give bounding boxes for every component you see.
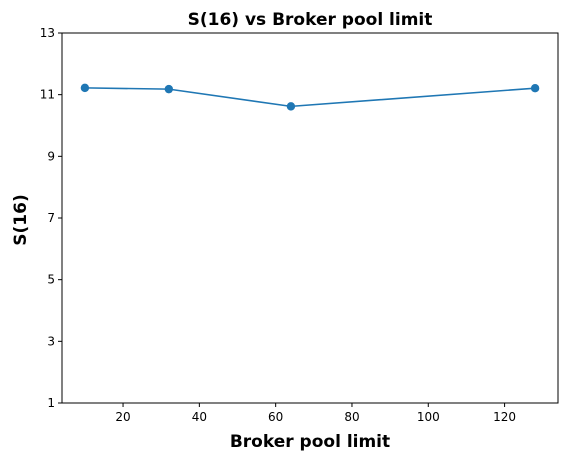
y-tick-label: 7: [47, 211, 55, 225]
x-tick-label: 80: [344, 410, 359, 424]
y-tick-label: 13: [40, 26, 55, 40]
data-point: [164, 84, 174, 94]
x-tick-label: 20: [115, 410, 130, 424]
y-tick-label: 9: [47, 149, 55, 163]
x-tick-label: 60: [268, 410, 283, 424]
y-tick-label: 3: [47, 334, 55, 348]
series-line: [84, 87, 536, 108]
y-tick-label: 1: [47, 396, 55, 410]
y-axis-label: S(16): [11, 194, 31, 245]
x-axis-ticks: 20 40 60 80 100 120: [115, 403, 516, 424]
x-tick-label: 120: [493, 410, 516, 424]
series-layer: [80, 83, 540, 111]
x-tick-label: 40: [192, 410, 207, 424]
y-tick-label: 11: [40, 88, 55, 102]
y-tick-label: 5: [47, 273, 55, 287]
data-point: [80, 83, 90, 93]
chart-title: S(16) vs Broker pool limit: [188, 10, 433, 30]
data-point: [530, 83, 540, 93]
data-point: [286, 102, 296, 111]
x-tick-label: 100: [417, 410, 440, 424]
x-axis-label: Broker pool limit: [230, 432, 390, 452]
